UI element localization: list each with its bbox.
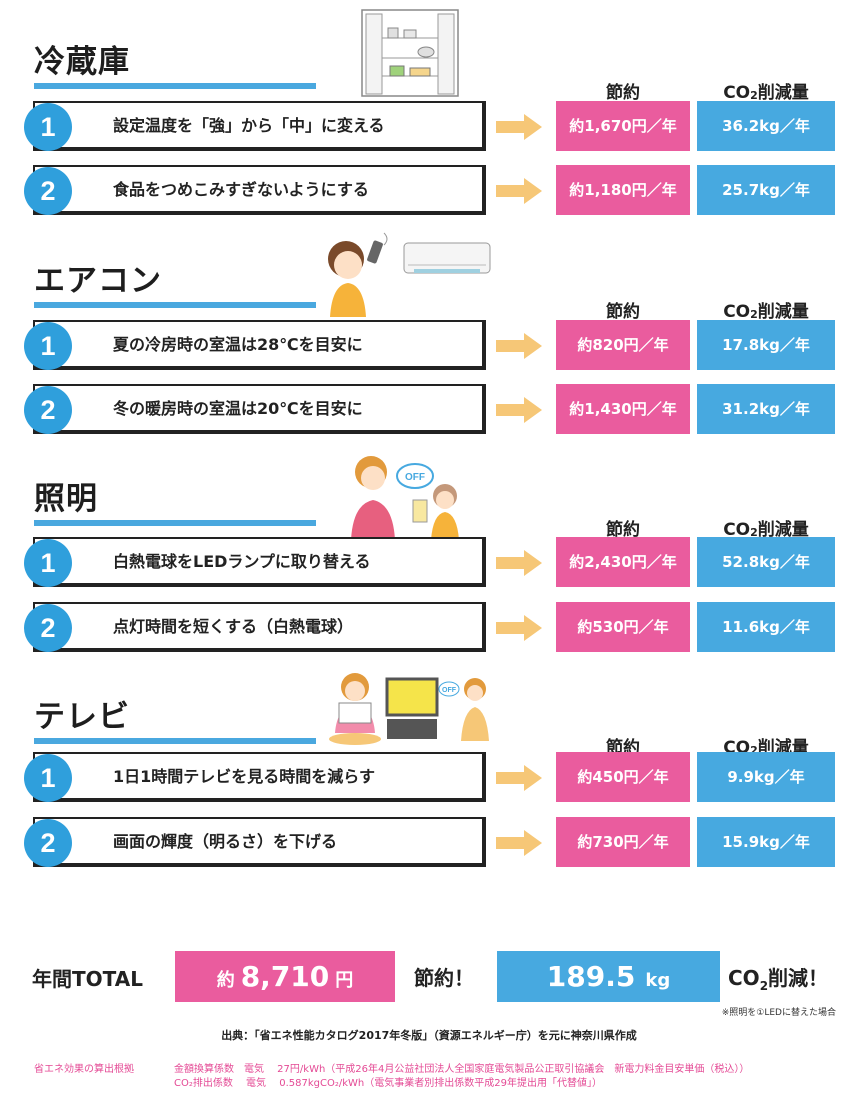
basis-line-electricity-cost: 金額換算係数 電気 27円/kWh（平成26年4月公益社団法人全国家庭電気製品公… [174,1064,750,1075]
tip-box [33,752,486,802]
tip-number-badge: 1 [24,539,72,587]
tip-box [33,602,486,652]
television-illustration: OFF [329,673,489,745]
total-label: 年間TOTAL [32,967,143,991]
total-co2-unit: kg [645,970,671,991]
co2-value: 36.2kg／年 [697,101,835,151]
total-co2-label: CO2削減！ [728,966,829,993]
section-title: 冷蔵庫 [34,44,130,80]
tip-row: 1 夏の冷房時の室温は28℃を目安に 約820円／年 17.8kg／年 [0,320,858,370]
lighting-illustration: OFF [351,456,459,540]
tip-row: 1 1日1時間テレビを見る時間を減らす 約450円／年 9.9kg／年 [0,752,858,802]
tip-number-badge: 1 [24,322,72,370]
section-television: テレビ OFF 節約 CO2削減量 1 1日1時間テレビを見る時間を減らす 約4… [0,663,858,878]
section-title: エアコン [34,263,162,299]
co2-value: 52.8kg／年 [697,537,835,587]
co2-value: 15.9kg／年 [697,817,835,867]
arrow-right-icon [496,615,542,641]
tip-box [33,537,486,587]
tip-number-badge: 2 [24,819,72,867]
tip-text: 設定温度を「強」から「中」に変える [113,116,385,135]
tip-number-badge: 2 [24,604,72,652]
saving-value: 約1,180円／年 [556,165,690,215]
tip-number-badge: 1 [24,103,72,151]
saving-value: 約2,430円／年 [556,537,690,587]
tip-number-badge: 1 [24,754,72,802]
section-title: 照明 [34,481,98,517]
co2-value: 11.6kg／年 [697,602,835,652]
basis-line-co2-factor: CO₂排出係数 電気 0.587kgCO₂/kWh（電気事業者別排出係数平成29… [174,1078,602,1089]
saving-value: 約530円／年 [556,602,690,652]
arrow-right-icon [496,333,542,359]
tip-box [33,384,486,434]
tip-row: 2 画面の輝度（明るさ）を下げる 約730円／年 15.9kg／年 [0,817,858,867]
total-saving-value: 8,710 [240,960,330,993]
co2-value: 25.7kg／年 [697,165,835,215]
footnote: ※照明を①LEDに替えた場合 [721,1008,836,1018]
total-saving-prefix: 約 [216,970,235,991]
basis-label: 省エネ効果の算出根拠 [34,1064,134,1075]
column-header-co2: CO2削減量 [723,83,809,103]
tip-text: 点灯時間を短くする（白熱電球） [113,617,354,636]
section-underline [34,83,316,89]
section-title: テレビ [34,699,130,735]
tip-text: 1日1時間テレビを見る時間を減らす [113,767,375,786]
saving-value: 約1,670円／年 [556,101,690,151]
section-refrigerator: 冷蔵庫 節約 CO2削減量 1 設定温度を「強」から「中」に変える 約1,670… [0,8,858,223]
section-underline [34,738,316,744]
co2-value: 9.9kg／年 [697,752,835,802]
arrow-right-icon [496,830,542,856]
tip-row: 1 設定温度を「強」から「中」に変える 約1,670円／年 36.2kg／年 [0,101,858,151]
arrow-right-icon [496,550,542,576]
section-underline [34,302,316,308]
column-header-saving: 節約 [606,520,640,540]
tip-row: 2 食品をつめこみすぎないようにする 約1,180円／年 25.7kg／年 [0,165,858,215]
section-underline [34,520,316,526]
total-saving-box: 約 8,710 円 [175,951,395,1002]
section-air-conditioner: エアコン 節約 CO2削減量 1 夏の冷房時の室温は28℃を目安に 約820円／… [0,227,858,442]
saving-value: 約450円／年 [556,752,690,802]
tip-text: 白熱電球をLEDランプに取り替える [113,552,371,571]
total-co2-box: 189.5 kg [497,951,720,1002]
air-conditioner-illustration [328,232,491,317]
tip-row: 2 点灯時間を短くする（白熱電球） 約530円／年 11.6kg／年 [0,602,858,652]
tip-box [33,165,486,215]
co2-value: 17.8kg／年 [697,320,835,370]
total-saving-label: 節約！ [414,966,474,990]
column-header-co2: CO2削減量 [723,302,809,322]
tip-text: 食品をつめこみすぎないようにする [113,180,369,199]
column-header-saving: 節約 [606,302,640,322]
refrigerator-illustration [361,9,459,97]
arrow-right-icon [496,114,542,140]
arrow-right-icon [496,765,542,791]
total-co2-value: 189.5 [546,960,636,993]
section-lighting: 照明 OFF 節約 CO2削減量 1 白熱電球をLEDランプに取り替える 約2,… [0,445,858,660]
off-label: OFF [405,472,425,483]
tip-text: 画面の輝度（明るさ）を下げる [113,832,338,851]
arrow-right-icon [496,178,542,204]
tip-text: 冬の暖房時の室温は20℃を目安に [113,399,363,418]
tip-box [33,101,486,151]
saving-value: 約1,430円／年 [556,384,690,434]
column-header-saving: 節約 [606,83,640,103]
off-label: OFF [442,687,457,694]
tip-number-badge: 2 [24,386,72,434]
tip-row: 2 冬の暖房時の室温は20℃を目安に 約1,430円／年 31.2kg／年 [0,384,858,434]
total-saving-unit: 円 [335,970,354,991]
tip-text: 夏の冷房時の室温は28℃を目安に [113,335,363,354]
source-citation: 出典：「省エネ性能カタログ2017年冬版」（資源エネルギー庁）を元に神奈川県作成 [221,1029,637,1042]
tip-box [33,817,486,867]
saving-value: 約820円／年 [556,320,690,370]
co2-value: 31.2kg／年 [697,384,835,434]
column-header-co2: CO2削減量 [723,520,809,540]
arrow-right-icon [496,397,542,423]
saving-value: 約730円／年 [556,817,690,867]
tip-row: 1 白熱電球をLEDランプに取り替える 約2,430円／年 52.8kg／年 [0,537,858,587]
tip-number-badge: 2 [24,167,72,215]
